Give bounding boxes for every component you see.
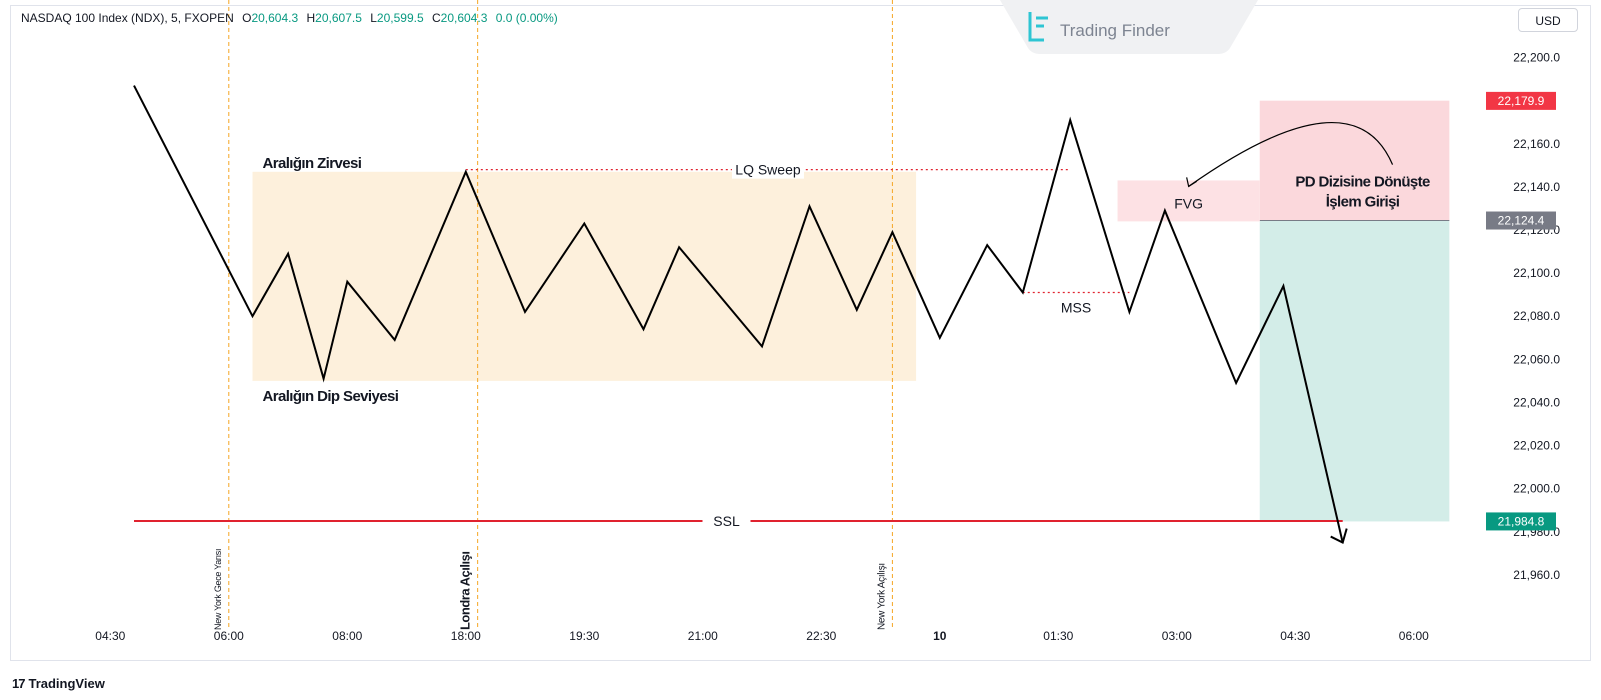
- x-axis-tick-label: 01:30: [1043, 629, 1073, 643]
- session-label: New York Gece Yarısı: [213, 549, 223, 630]
- x-axis-tick-label: 18:00: [451, 629, 481, 643]
- x-axis-tick-label: 19:30: [569, 629, 599, 643]
- tradingview-footer[interactable]: 17 TradingView: [12, 676, 105, 691]
- open-label: O: [242, 11, 252, 25]
- lq-sweep-label: LQ Sweep: [735, 162, 801, 178]
- symbol-legend[interactable]: NASDAQ 100 Index (NDX), 5, FXOPEN O20,60…: [21, 11, 558, 25]
- x-axis-tick-label: 04:30: [95, 629, 125, 643]
- x-axis-tick-label: 03:00: [1162, 629, 1192, 643]
- high-label: H: [306, 11, 316, 25]
- range-box: [252, 171, 917, 381]
- stop-loss-zone: [1259, 100, 1450, 221]
- y-axis-tick-label: 22,060.0: [1513, 352, 1560, 366]
- fvg-box: [1117, 180, 1260, 222]
- price-badge-label: 22,124.4: [1498, 214, 1545, 228]
- tradingview-logo-icon: 17: [12, 676, 26, 691]
- y-axis-tick-label: 22,020.0: [1513, 439, 1560, 453]
- symbol-name[interactable]: NASDAQ 100 Index (NDX), 5, FXOPEN: [21, 11, 234, 25]
- range-bottom-label: Aralığın Dip Seviyesi: [263, 388, 399, 405]
- watermark: Trading Finder: [1000, 0, 1258, 58]
- y-axis-tick-label: 22,000.0: [1513, 482, 1560, 496]
- price-badge: [1486, 211, 1556, 230]
- session-label: New York Açılışı: [876, 563, 887, 630]
- close-value: 20,604.3: [440, 11, 488, 25]
- x-axis-tick-label: 08:00: [332, 629, 362, 643]
- y-axis-tick-label: 22,160.0: [1513, 137, 1560, 151]
- price-badge-label: 22,179.9: [1498, 94, 1545, 108]
- take-profit-zone: [1259, 220, 1450, 522]
- open-value: 20,604.3: [251, 11, 299, 25]
- lq-sweep-label-bg: [731, 160, 804, 179]
- y-axis-tick-label: 21,960.0: [1513, 568, 1560, 582]
- entry-arrow-head-icon: [1186, 177, 1197, 188]
- watermark-tab: [1000, 0, 1258, 54]
- y-axis-tick-label: 22,100.0: [1513, 266, 1560, 280]
- x-axis-tick-label: 06:00: [1399, 629, 1429, 643]
- entry-arrow-curve: [1188, 122, 1394, 187]
- change-value: 0.0 (0.00%): [495, 11, 558, 25]
- price-badge-label: 21,984.8: [1498, 514, 1545, 528]
- low-value: 20,599.5: [376, 11, 424, 25]
- price-badge: [1486, 91, 1556, 110]
- close-label: C: [431, 11, 441, 25]
- x-axis-tick-label: 04:30: [1280, 629, 1310, 643]
- entry-note-line2: İşlem Girişi: [1326, 194, 1400, 211]
- x-axis-day-label: 10: [933, 629, 947, 643]
- price-badge: [1486, 512, 1556, 531]
- x-axis-tick-label: 21:00: [688, 629, 718, 643]
- range-top-label: Aralığın Zirvesi: [263, 155, 362, 172]
- mss-label: MSS: [1061, 300, 1091, 316]
- x-axis-tick-label: 22:30: [806, 629, 836, 643]
- watermark-text: Trading Finder: [1060, 21, 1170, 40]
- ssl-label-bg: [702, 512, 751, 530]
- price-path-line: [133, 85, 1344, 543]
- entry-note-line1: PD Dizisine Dönüşte: [1295, 174, 1430, 191]
- y-axis-tick-label: 22,140.0: [1513, 180, 1560, 194]
- fvg-label: FVG: [1174, 195, 1203, 211]
- y-axis-tick-label: 22,080.0: [1513, 309, 1560, 323]
- ssl-label: SSL: [713, 513, 740, 529]
- currency-button[interactable]: USD: [1518, 8, 1578, 32]
- tradingview-brand: TradingView: [28, 676, 105, 691]
- high-value: 20,607.5: [315, 11, 362, 25]
- session-label: Londra Açılışı: [458, 552, 473, 630]
- y-axis-tick-label: 22,200.0: [1513, 51, 1560, 65]
- low-label: L: [370, 11, 377, 25]
- price-arrow-icon: [1330, 528, 1348, 544]
- y-axis-tick-label: 22,040.0: [1513, 395, 1560, 409]
- x-axis-tick-label: 06:00: [214, 629, 244, 643]
- trading-finder-logo-icon: [1028, 12, 1048, 42]
